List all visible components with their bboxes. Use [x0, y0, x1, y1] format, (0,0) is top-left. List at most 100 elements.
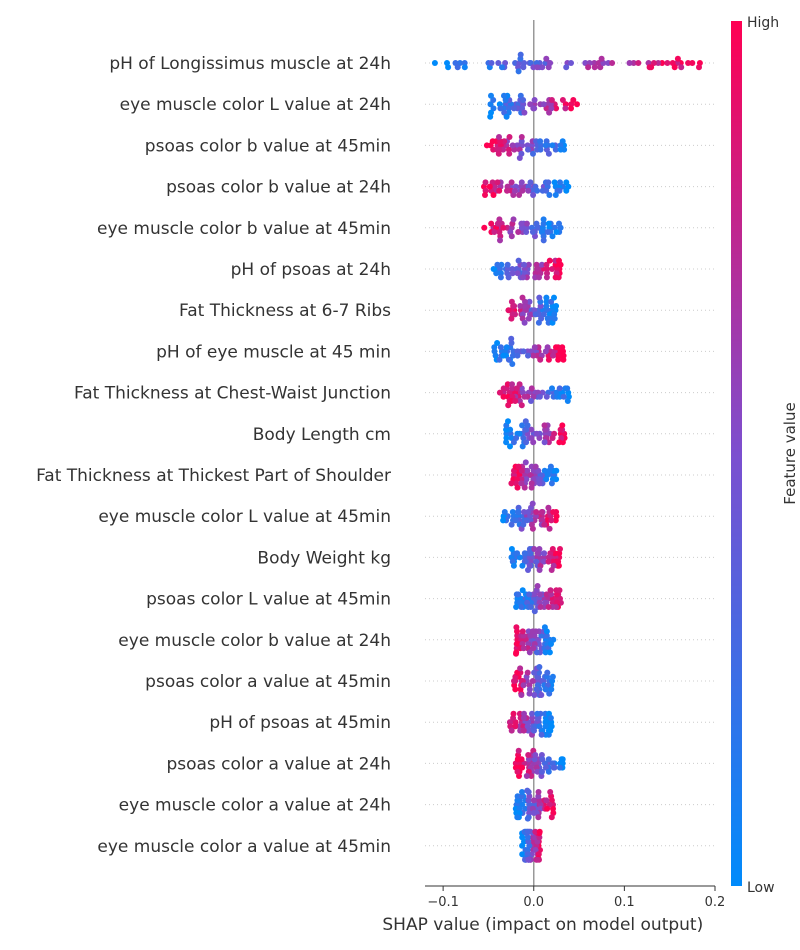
shap-point — [512, 60, 519, 66]
shap-point — [537, 356, 544, 363]
shap-point — [496, 134, 502, 140]
shap-point — [515, 68, 522, 75]
shap-point — [543, 303, 550, 309]
shap-point — [548, 686, 555, 693]
shap-point — [545, 220, 552, 227]
feature-label: Body Length cm — [253, 425, 391, 445]
shap-point — [519, 851, 526, 858]
shap-point — [523, 773, 530, 779]
shap-point — [674, 55, 681, 62]
feature-label: eye muscle color L value at 24h — [120, 95, 391, 115]
shap-point — [530, 645, 537, 652]
shap-point — [510, 352, 516, 359]
shap-point — [517, 665, 524, 672]
shap-point — [545, 439, 552, 446]
shap-point — [548, 298, 555, 305]
shap-point — [516, 381, 523, 388]
shap-point — [553, 229, 560, 235]
shap-point — [556, 587, 563, 594]
shap-point — [544, 270, 550, 277]
grid-lines — [425, 62, 715, 847]
shap-point — [508, 521, 515, 528]
shap-point — [520, 727, 527, 734]
shap-point — [514, 348, 521, 355]
shap-point — [540, 220, 547, 227]
shap-point — [534, 187, 541, 194]
shap-point — [497, 344, 504, 351]
shap-point — [461, 60, 468, 66]
shap-point — [487, 113, 494, 120]
shap-point — [560, 356, 567, 363]
shap-point — [525, 856, 532, 863]
shap-point — [548, 641, 554, 647]
shap-point — [489, 138, 496, 145]
feature-label: pH of psoas at 24h — [231, 260, 391, 280]
shap-point — [556, 257, 562, 264]
shap-point — [530, 810, 537, 816]
shap-point — [559, 344, 566, 351]
shap-point — [547, 727, 554, 734]
shap-point — [514, 550, 521, 557]
shap-point — [553, 105, 560, 112]
shap-point — [521, 109, 528, 116]
shap-point — [545, 179, 552, 186]
shap-point — [689, 60, 696, 66]
shap-point — [431, 60, 438, 66]
x-axis: −0.1 0.0 0.1 0.2 — [425, 885, 726, 910]
shap-point — [530, 797, 537, 804]
shap-point — [513, 650, 519, 657]
shap-point — [555, 562, 562, 569]
shap-point — [518, 402, 525, 409]
shap-points — [431, 51, 703, 863]
shap-point — [529, 500, 536, 507]
feature-label: eye muscle color b value at 24h — [118, 631, 391, 651]
shap-point — [535, 319, 542, 326]
shap-point — [461, 64, 468, 71]
x-tick-label: 0.2 — [705, 895, 726, 910]
feature-label: Fat Thickness at 6-7 Ribs — [179, 301, 391, 321]
shap-point — [547, 60, 554, 66]
shap-point — [535, 814, 542, 821]
feature-label: psoas color a value at 24h — [166, 754, 391, 774]
shap-point — [540, 101, 547, 108]
shap-point — [501, 92, 507, 99]
shap-point — [519, 834, 526, 841]
shap-point — [543, 274, 550, 281]
shap-point — [539, 768, 545, 775]
shap-point — [510, 562, 517, 569]
shap-point — [550, 764, 557, 771]
shap-point — [494, 220, 501, 227]
shap-point — [552, 192, 559, 198]
shap-point — [525, 146, 531, 153]
shap-point — [523, 220, 530, 227]
feature-label: pH of Longissimus muscle at 24h — [109, 54, 391, 74]
shap-point — [531, 344, 538, 351]
shap-point — [515, 591, 522, 598]
shap-point — [514, 768, 521, 775]
shap-point — [543, 261, 550, 268]
shap-point — [533, 220, 540, 227]
shap-point — [505, 307, 512, 314]
shap-point — [509, 361, 516, 367]
feature-label: Fat Thickness at Thickest Part of Should… — [36, 466, 391, 486]
shap-point — [538, 261, 545, 268]
shap-point — [543, 393, 550, 400]
shap-point — [549, 233, 556, 240]
shap-point — [542, 348, 549, 355]
shap-point — [543, 187, 550, 194]
shap-point — [528, 398, 534, 404]
shap-point — [514, 270, 521, 277]
shap-point — [533, 509, 540, 515]
shap-point — [519, 294, 526, 301]
shap-point — [514, 814, 521, 821]
shap-point — [537, 146, 544, 153]
shap-point — [536, 664, 543, 670]
shap-point — [508, 727, 515, 734]
shap-point — [523, 229, 530, 235]
shap-point — [557, 146, 564, 153]
shap-point — [508, 398, 515, 404]
shap-point — [529, 715, 536, 721]
shap-point — [508, 315, 515, 322]
colorbar-high-label: High — [747, 15, 779, 31]
shap-point — [540, 233, 547, 240]
